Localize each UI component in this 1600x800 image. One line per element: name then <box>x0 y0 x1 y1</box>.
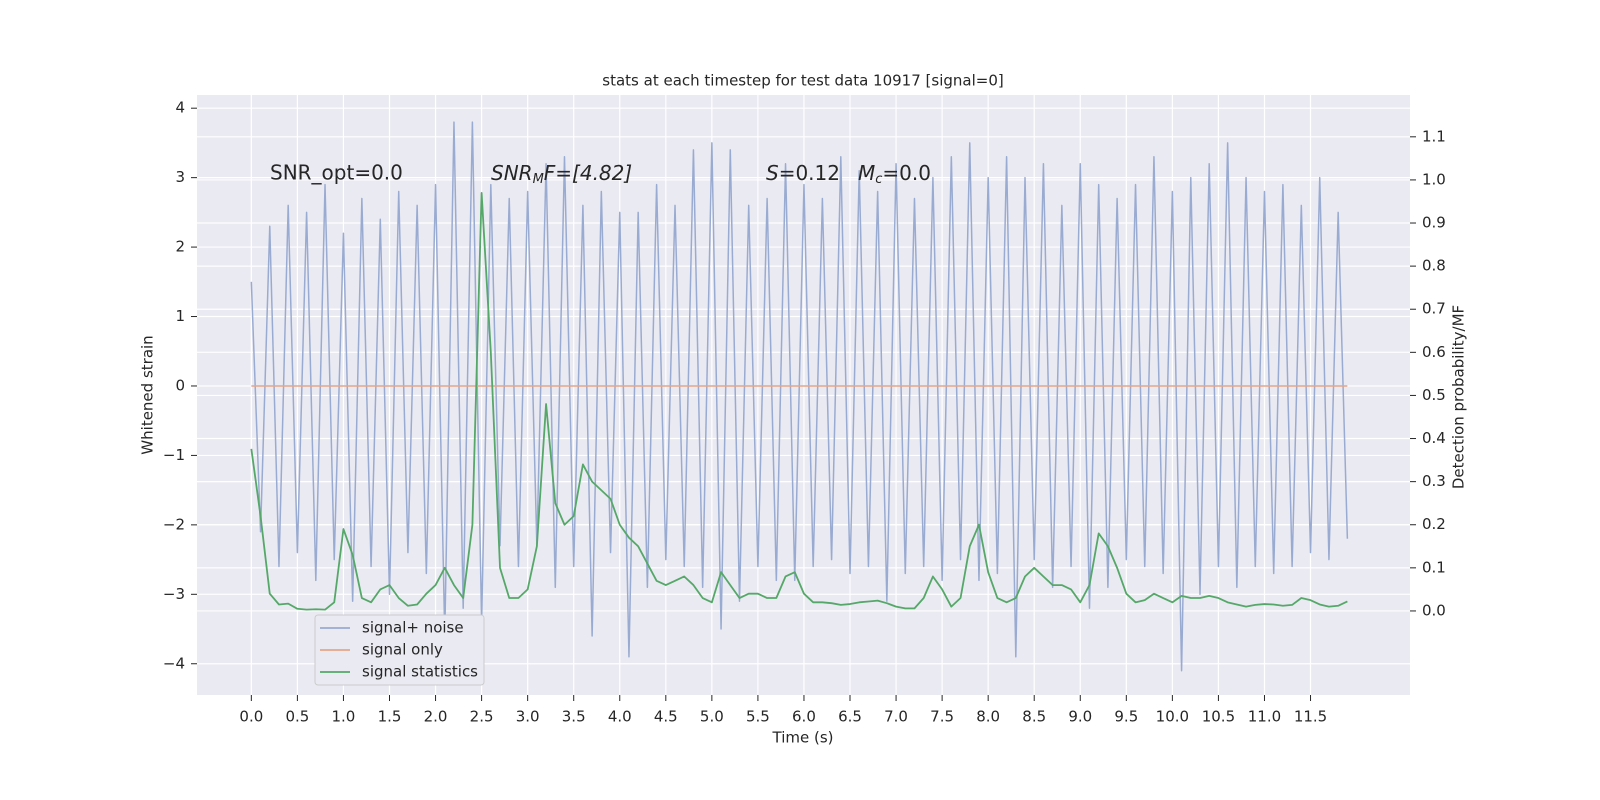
x-tick-label: 10.0 <box>1156 708 1189 726</box>
y-tick-label: −4 <box>163 654 185 672</box>
legend: signal+ noise signal only signal statistic… <box>314 614 485 686</box>
annotation-part: S <box>766 161 779 185</box>
y2-tick-label: 0.9 <box>1422 214 1446 232</box>
x-tick-label: 7.5 <box>930 708 954 726</box>
x-tick-label: 11.0 <box>1248 708 1281 726</box>
annotation-part: =0.12 <box>779 161 840 185</box>
y2-tick-label: 0.8 <box>1422 257 1446 275</box>
annotation: SNRMF=[4.82] <box>491 161 632 187</box>
x-tick-label: 1.0 <box>332 708 356 726</box>
y2-tick-label: 0.2 <box>1422 515 1446 533</box>
y-tick-label: 4 <box>175 99 185 117</box>
annotation-part: =0.0 <box>882 161 931 185</box>
y-tick-label: −1 <box>163 446 185 464</box>
y-tick-label: 1 <box>175 307 185 325</box>
x-axis-label: Time (s) <box>772 729 834 747</box>
legend-label: signal only <box>362 641 443 659</box>
chart-title: stats at each timestep for test data 109… <box>602 72 1003 90</box>
y-axis-label: Whitened strain <box>139 335 157 454</box>
x-tick-label: 8.0 <box>976 708 1000 726</box>
x-tick-label: 9.0 <box>1068 708 1092 726</box>
x-tick-label: 0.5 <box>285 708 309 726</box>
y2-axis-label: Detection probability/MF <box>1450 305 1468 489</box>
y2-tick-label: 1.0 <box>1422 170 1446 188</box>
x-tick-label: 11.5 <box>1294 708 1327 726</box>
x-tick-label: 6.5 <box>838 708 862 726</box>
x-tick-label: 6.0 <box>792 708 816 726</box>
y-tick-label: 0 <box>175 376 185 394</box>
y2-tick-label: 0.1 <box>1422 558 1446 576</box>
legend-label: signal+ noise <box>362 619 464 637</box>
y-tick-label: 2 <box>175 238 185 256</box>
y2-tick-label: 0.4 <box>1422 429 1446 447</box>
series-line <box>250 121 1349 672</box>
y2-tick-label: 0.3 <box>1422 472 1446 490</box>
annotation-part: M <box>858 161 875 185</box>
annotation-part: M <box>533 172 544 187</box>
annotation-part: F=[4.82] <box>544 161 632 185</box>
annotation: S=0.12 Mc=0.0 <box>766 161 931 187</box>
y2-tick-label: 0.0 <box>1422 601 1446 619</box>
x-tick-label: 5.0 <box>700 708 724 726</box>
y2-tick-label: 0.6 <box>1422 343 1446 361</box>
y2-tick-label: 1.1 <box>1422 127 1446 145</box>
annotation-part: c <box>875 172 882 187</box>
y-tick-label: −3 <box>163 585 185 603</box>
annotation-part: SNR <box>491 161 533 185</box>
grid <box>197 95 1410 695</box>
x-tick-label: 3.5 <box>562 708 586 726</box>
x-tick-label: 2.0 <box>424 708 448 726</box>
series-line <box>250 191 1348 611</box>
x-tick-label: 5.5 <box>746 708 770 726</box>
x-tick-label: 0.0 <box>239 708 263 726</box>
marks <box>250 121 1349 672</box>
x-tick-label: 2.5 <box>470 708 494 726</box>
y2-tick-label: 0.5 <box>1422 386 1446 404</box>
y-tick-label: −2 <box>163 515 185 533</box>
x-tick-label: 1.5 <box>378 708 402 726</box>
legend-label: signal statistics <box>362 663 478 681</box>
x-tick-label: 4.5 <box>654 708 678 726</box>
legend-box <box>314 614 485 686</box>
x-tick-label: 3.0 <box>516 708 540 726</box>
x-tick-label: 9.5 <box>1114 708 1138 726</box>
x-tick-label: 8.5 <box>1022 708 1046 726</box>
annotation: SNR_opt=0.0 <box>270 161 403 185</box>
y2-tick-label: 0.7 <box>1422 300 1446 318</box>
x-tick-label: 4.0 <box>608 708 632 726</box>
x-tick-label: 7.0 <box>884 708 908 726</box>
y-tick-label: 3 <box>175 168 185 186</box>
x-tick-label: 10.5 <box>1202 708 1235 726</box>
